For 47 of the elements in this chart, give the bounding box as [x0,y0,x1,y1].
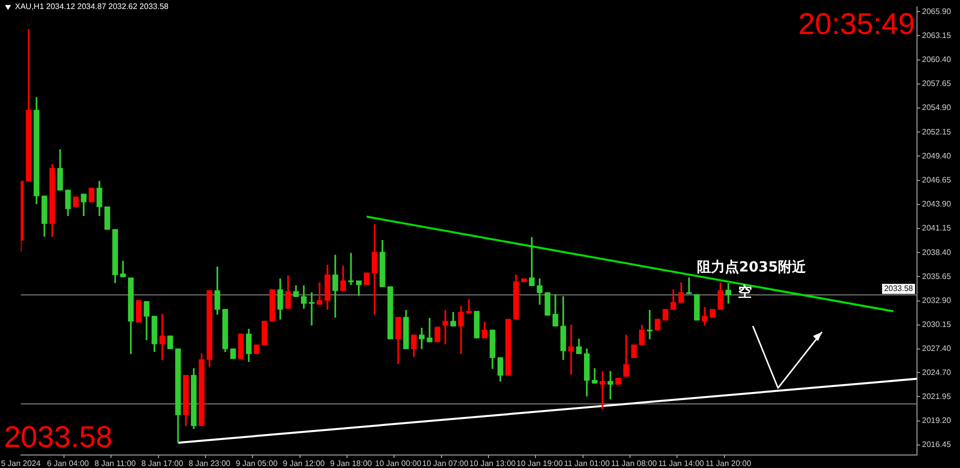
y-tick-label: 2054.90 [922,103,952,112]
y-tick-label: 2063.15 [922,30,952,40]
annotation: 空 [738,284,752,301]
x-tick-label: 8 Jan 23:00 [188,459,231,468]
x-tick-label: 8 Jan 17:00 [141,459,184,468]
y-tick-label: 2057.65 [922,79,952,88]
x-tick-label: 11 Jan 08:00 [611,459,658,468]
x-tick-label: 11 Jan 20:00 [705,459,752,468]
x-tick-label: 9 Jan 05:00 [236,459,278,468]
chart-title: XAU,H1 2034.12 2034.87 2032.62 2033.58 [15,2,170,12]
x-tick-label: 10 Jan 00:00 [375,459,422,468]
annotation: 20:35:49 [798,8,915,41]
y-tick-label: 2030.15 [922,320,952,330]
candlestick [600,371,606,410]
x-tick-label: 6 Jan 04:00 [47,459,90,468]
y-tick-label: 2060.40 [922,55,952,64]
y-tick-label: 2021.95 [922,392,952,401]
x-tick-label: 11 Jan 01:00 [564,459,610,468]
ref-line-label: 2033.58 [884,284,914,294]
y-tick-label: 2035.65 [922,272,952,281]
candlestick [686,277,692,294]
x-tick-label: 5 Jan 2024 [1,459,42,468]
annotation: 阻力点2035附近 [697,258,807,276]
y-tick-label: 2041.15 [922,224,952,233]
x-tick-label: 10 Jan 13:00 [469,459,516,468]
y-tick-label: 2027.40 [922,344,952,354]
y-tick-label: 2032.90 [922,296,952,305]
candlestick [120,260,126,278]
candlestick [348,252,354,285]
x-tick-label: 8 Jan 11:00 [94,459,136,468]
x-tick-label: 9 Jan 18:00 [330,459,372,468]
y-tick-label: 2024.70 [922,368,952,377]
y-tick-label: 2019.20 [922,416,952,426]
x-tick-label: 10 Jan 07:00 [422,459,469,468]
x-tick-label: 9 Jan 12:00 [282,459,326,468]
y-tick-label: 2038.40 [922,248,952,257]
y-tick-label: 2049.40 [922,151,952,160]
y-tick-label: 2065.90 [922,6,952,16]
y-tick-label: 2016.45 [922,440,952,450]
candlestick [372,224,378,315]
candlestick [316,282,322,305]
x-tick-label: 11 Jan 14:00 [658,459,705,468]
annotation: 2033.58 [4,421,112,454]
y-tick-label: 2043.90 [922,200,952,209]
y-tick-label: 2052.15 [922,127,952,136]
x-tick-label: 10 Jan 19:00 [516,459,564,468]
y-tick-label: 2046.65 [922,176,952,184]
